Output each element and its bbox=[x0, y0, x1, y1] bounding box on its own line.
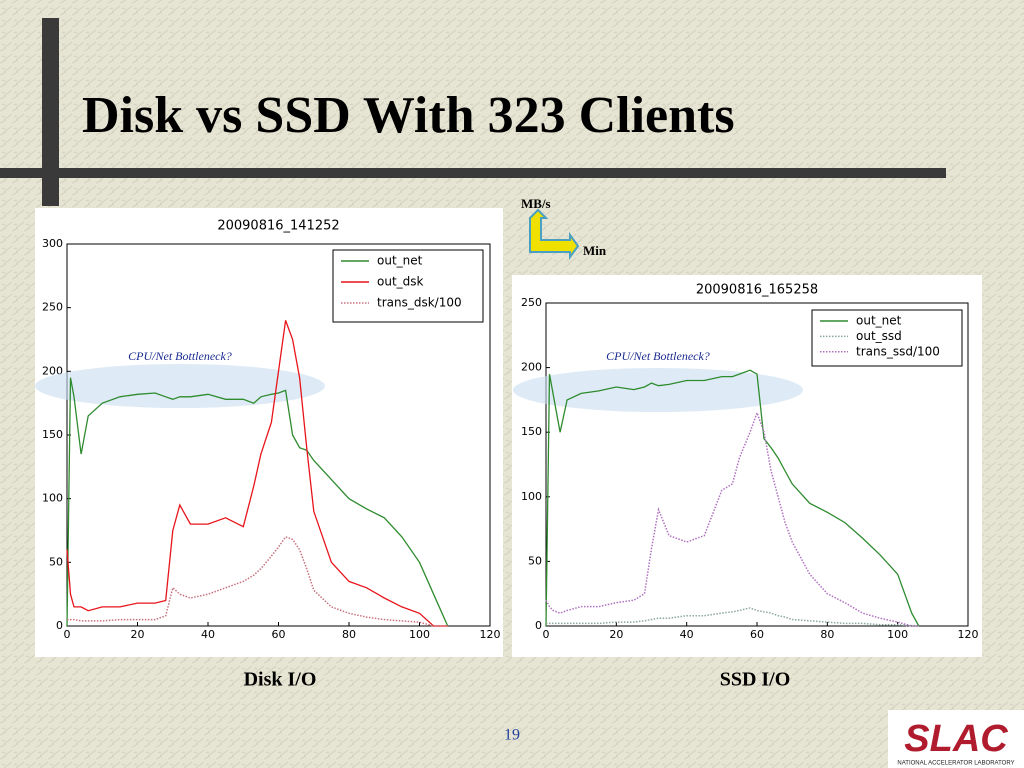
caption: Disk I/O bbox=[244, 669, 317, 691]
legend-label: trans_dsk/100 bbox=[377, 296, 462, 310]
x-tick-label: 120 bbox=[480, 628, 501, 641]
x-tick-label: 120 bbox=[958, 628, 979, 641]
legend-label: out_ssd bbox=[856, 329, 902, 343]
x-tick-label: 100 bbox=[887, 628, 908, 641]
x-tick-label: 40 bbox=[680, 628, 694, 641]
highlight bbox=[35, 364, 325, 408]
highlight bbox=[513, 368, 803, 412]
axis-hint-icon bbox=[529, 208, 580, 261]
page-number: 19 bbox=[504, 727, 520, 744]
legend-label: out_dsk bbox=[377, 275, 424, 289]
series-line bbox=[546, 607, 919, 627]
x-tick-label: 20 bbox=[131, 628, 145, 641]
annotation: CPU/Net Bottleneck? bbox=[606, 349, 710, 363]
x-tick-label: 0 bbox=[543, 628, 550, 641]
caption: SSD I/O bbox=[720, 669, 791, 691]
series-line bbox=[545, 369, 920, 627]
y-tick-label: 150 bbox=[521, 425, 542, 438]
legend-label: out_net bbox=[856, 314, 902, 328]
y-tick-label: 0 bbox=[535, 619, 542, 632]
x-tick-label: 80 bbox=[820, 628, 834, 641]
series-line bbox=[67, 536, 448, 627]
chart: 20090816_165258 0 50 100 150 200 250 0 20 40 60 80 1… bbox=[512, 275, 982, 657]
legend-label: out_net bbox=[377, 254, 423, 268]
y-tick-label: 100 bbox=[521, 490, 542, 503]
series-line bbox=[66, 377, 449, 627]
y-tick-label: 50 bbox=[49, 555, 63, 568]
legend bbox=[332, 249, 484, 323]
y-tick-label: 0 bbox=[56, 619, 63, 632]
x-tick-label: 100 bbox=[409, 628, 430, 641]
legend bbox=[811, 309, 963, 367]
series-line bbox=[545, 410, 919, 627]
chart: 20090816_141252 0 50 100 150 200 250 300 0 20 40 60… bbox=[35, 208, 503, 657]
accent-bar bbox=[42, 18, 59, 206]
y-tick-label: 200 bbox=[42, 364, 63, 377]
x-tick-label: 80 bbox=[342, 628, 356, 641]
y-tick-label: 250 bbox=[42, 301, 63, 314]
x-tick-label: 60 bbox=[272, 628, 286, 641]
logo-subtitle: NATIONAL ACCELERATOR LABORATORY bbox=[897, 761, 1014, 767]
slide-title: Disk vs SSD With 323 Clients bbox=[82, 87, 735, 144]
y-tick-label: 150 bbox=[42, 428, 63, 441]
x-tick-label: 0 bbox=[64, 628, 71, 641]
y-tick-label: 50 bbox=[528, 554, 542, 567]
y-tick-label: 100 bbox=[42, 492, 63, 505]
logo-box bbox=[888, 710, 1024, 768]
legend-label: trans_ssd/100 bbox=[856, 344, 940, 358]
y-tick-label: 200 bbox=[521, 361, 542, 374]
x-hint: Min bbox=[583, 243, 607, 258]
y-hint: MB/s bbox=[521, 196, 551, 211]
annotation: CPU/Net Bottleneck? bbox=[128, 349, 232, 363]
y-tick-label: 250 bbox=[521, 296, 542, 309]
chart-title: 20090816_165258 bbox=[696, 283, 818, 298]
x-tick-label: 40 bbox=[201, 628, 215, 641]
y-tick-label: 300 bbox=[42, 237, 63, 250]
logo: SLAC bbox=[904, 718, 1008, 760]
chart-title: 20090816_141252 bbox=[217, 219, 339, 234]
x-tick-label: 20 bbox=[609, 628, 623, 641]
divider bbox=[0, 168, 946, 178]
series-line bbox=[66, 320, 448, 627]
x-tick-label: 60 bbox=[750, 628, 764, 641]
